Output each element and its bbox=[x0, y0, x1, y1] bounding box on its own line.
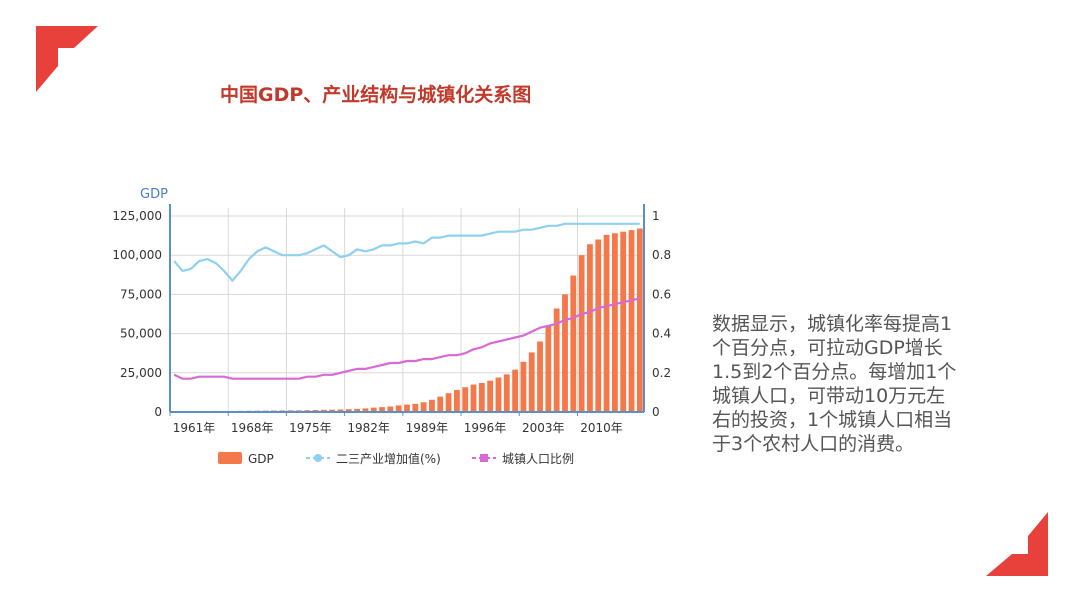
gdp-bar bbox=[512, 369, 519, 412]
gdp-bar bbox=[412, 403, 419, 412]
gdp-bar bbox=[628, 230, 635, 412]
legend-urban-marker bbox=[480, 454, 488, 462]
gdp-urbanization-chart: 0 25,000 50,000 75,000 100,000 125,000 0 0.2 0.4… bbox=[112, 187, 671, 466]
legend-industry-label: 二三产业增加值(%) bbox=[336, 451, 441, 466]
gdp-bar bbox=[537, 341, 543, 412]
urban-population-line bbox=[173, 297, 641, 380]
gdp-bar bbox=[370, 407, 377, 412]
y-left-tick-label: 50,000 bbox=[120, 327, 162, 341]
y-right-tick-label: 0 bbox=[652, 405, 660, 419]
y-left-tick-label: 100,000 bbox=[112, 248, 162, 262]
y-right-tick-label: 1 bbox=[652, 209, 660, 223]
x-tick-label: 1982年 bbox=[347, 421, 390, 435]
gdp-bar bbox=[545, 325, 552, 412]
x-tick-label: 2010年 bbox=[580, 421, 623, 435]
gdp-bar bbox=[620, 231, 627, 412]
y-left-tick-label: 25,000 bbox=[120, 366, 162, 380]
y-axis-title: GDP bbox=[140, 187, 168, 202]
gdp-bar bbox=[329, 409, 336, 412]
gdp-bar bbox=[429, 399, 435, 412]
legend-urban-label: 城镇人口比例 bbox=[502, 452, 574, 466]
gdp-bar bbox=[453, 390, 460, 412]
gdp-bar bbox=[362, 408, 369, 412]
gdp-bar bbox=[404, 404, 410, 412]
gdp-bar bbox=[570, 275, 577, 412]
x-tick-label: 1996年 bbox=[464, 421, 507, 435]
gdp-bar bbox=[495, 377, 502, 412]
gdp-bar bbox=[503, 374, 510, 412]
gdp-bar bbox=[320, 409, 327, 412]
x-tick-label: 2003年 bbox=[522, 421, 565, 435]
gdp-bar bbox=[337, 409, 344, 412]
x-tick-label: 1975年 bbox=[289, 421, 332, 435]
gdp-bar bbox=[395, 405, 402, 412]
gdp-bar bbox=[387, 406, 394, 412]
x-tick-label: 1961年 bbox=[173, 421, 216, 435]
legend-industry-marker bbox=[314, 454, 322, 462]
chart-container: 0 25,000 50,000 75,000 100,000 125,000 0 0.2 0.4… bbox=[100, 178, 700, 478]
gdp-bar bbox=[478, 382, 485, 412]
y-left-tick-label: 75,000 bbox=[120, 287, 162, 301]
y-left-tick-label: 0 bbox=[154, 405, 162, 419]
gdp-bar bbox=[553, 308, 560, 412]
description-paragraph: 数据显示，城镇化率每提高1个百分点，可拉动GDP增长1.5到2个百分点。每增加1… bbox=[712, 313, 957, 455]
gdp-bar bbox=[587, 244, 593, 412]
y-right-tick-label: 0.8 bbox=[652, 248, 671, 262]
gdp-bar bbox=[603, 234, 610, 412]
gdp-bar bbox=[636, 228, 643, 412]
gdp-bar bbox=[611, 233, 618, 412]
top-left-corner-decoration bbox=[36, 26, 98, 92]
page-title: 中国GDP、产业结构与城镇化关系图 bbox=[220, 84, 532, 106]
y-right-tick-label: 0.4 bbox=[652, 327, 671, 341]
gdp-bar bbox=[470, 384, 477, 412]
gdp-bar bbox=[445, 393, 452, 412]
gdp-bar bbox=[379, 407, 385, 412]
gdp-bar bbox=[595, 239, 602, 412]
gdp-bar bbox=[354, 408, 361, 412]
y-left-tick-label: 125,000 bbox=[112, 209, 162, 223]
gdp-bar bbox=[578, 255, 585, 412]
gdp-bar bbox=[420, 402, 427, 412]
gdp-bar bbox=[562, 294, 568, 412]
bottom-right-corner-decoration bbox=[986, 512, 1048, 576]
y-right-tick-label: 0.6 bbox=[652, 287, 671, 301]
gdp-bar bbox=[462, 387, 469, 412]
gdp-bar bbox=[312, 409, 319, 412]
x-tick-label: 1968年 bbox=[231, 421, 274, 435]
gdp-bar bbox=[487, 380, 494, 412]
y-right-tick-label: 0.2 bbox=[652, 366, 671, 380]
gdp-bar bbox=[345, 409, 352, 412]
gdp-bar bbox=[437, 396, 444, 412]
legend-gdp-label: GDP bbox=[248, 452, 274, 466]
legend-gdp-swatch bbox=[218, 452, 242, 464]
industry-share-line bbox=[173, 222, 640, 282]
gdp-bar bbox=[528, 352, 535, 412]
x-tick-label: 1989年 bbox=[406, 421, 449, 435]
gdp-bar bbox=[520, 361, 527, 412]
